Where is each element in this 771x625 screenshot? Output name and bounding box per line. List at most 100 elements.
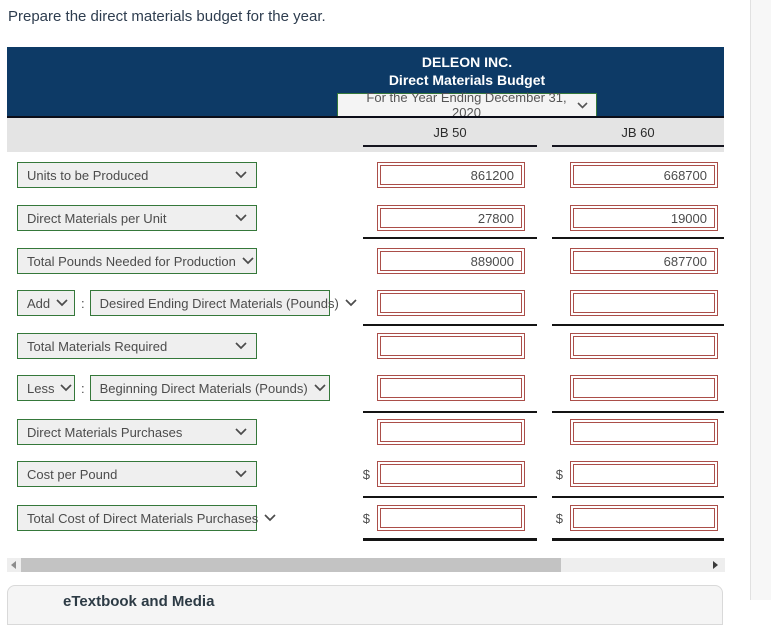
answer-box [377,419,525,445]
scroll-right-arrow-icon[interactable] [713,561,718,569]
table-row: Less : Beginning Direct Materials (Pound… [17,375,330,401]
table-row: Cost per Pound [17,461,257,487]
row-label-select-dm-per-unit[interactable]: Direct Materials per Unit [17,205,257,231]
amount-input[interactable] [380,336,522,356]
amount-input[interactable] [380,208,522,228]
currency-symbol: $ [555,510,563,526]
company-name: DELEON INC. [421,54,513,70]
value-cell [552,419,724,445]
value-cell: $ [552,461,724,487]
value-cell [552,162,724,188]
answer-box [570,205,718,231]
instruction-text: Prepare the direct materials budget for … [8,8,326,25]
row-label-select-units-produced[interactable]: Units to be Produced [17,162,257,188]
scroll-left-arrow-icon[interactable] [11,561,16,569]
amount-input[interactable] [573,508,715,528]
amount-input[interactable] [573,336,715,356]
chevron-down-icon [264,514,276,522]
chevron-down-icon [56,299,68,307]
amount-input[interactable] [573,208,715,228]
value-cell: $ [363,505,537,531]
amount-input[interactable] [380,422,522,442]
value-cell: $ [363,461,537,487]
chevron-down-icon [345,299,357,307]
table-row: Total Cost of Direct Materials Purchases [17,505,276,531]
subtotal-rule [552,411,724,413]
answer-box [570,162,718,188]
currency-symbol: $ [362,466,370,482]
value-cell [552,375,724,401]
table-row: Total Materials Required [17,333,257,359]
answer-box [377,333,525,359]
etextbook-panel: eTextbook and Media [7,585,723,625]
answer-box [377,248,525,274]
period-select[interactable]: For the Year Ending December 31, 2020 [337,90,597,118]
table-row: Direct Materials per Unit [17,205,257,231]
amount-input[interactable] [573,378,715,398]
answer-box [377,505,525,531]
period-select-value: For the Year Ending December 31, 2020 [366,90,567,118]
amount-input[interactable] [573,165,715,185]
total-rule [363,538,537,541]
row-prefix-select-add[interactable]: Add [17,290,75,316]
subtotal-rule [363,411,537,413]
amount-input[interactable] [573,422,715,442]
amount-input[interactable] [380,165,522,185]
amount-input[interactable] [380,378,522,398]
subtotal-rule [552,324,724,326]
row-label-select-total-materials-required[interactable]: Total Materials Required [17,333,257,359]
row-label-select-desired-ending-dm[interactable]: Desired Ending Direct Materials (Pounds) [89,290,357,316]
amount-input[interactable] [380,293,522,313]
chevron-down-icon [314,384,326,392]
chevron-down-icon [235,470,247,478]
value-cell [363,205,537,231]
answer-box [570,505,718,531]
row-label-select-dm-purchases[interactable]: Direct Materials Purchases [17,419,257,445]
value-cell: $ [552,505,724,531]
answer-box [377,205,525,231]
amount-input[interactable] [573,293,715,313]
chevron-down-icon [577,101,588,109]
subtotal-rule [552,496,724,498]
subtotal-rule [363,496,537,498]
chevron-down-icon [235,428,247,436]
answer-box [377,290,525,316]
etextbook-link[interactable]: eTextbook and Media [63,593,215,610]
answer-box [570,419,718,445]
column-rule [552,145,724,147]
answer-box [570,290,718,316]
row-prefix-select-less[interactable]: Less [17,375,75,401]
value-cell [363,248,537,274]
total-rule [552,538,724,541]
row-label-select-beginning-dm[interactable]: Beginning Direct Materials (Pounds) [89,375,330,401]
value-cell [552,248,724,274]
vertical-scroll-gutter[interactable] [750,0,771,600]
column-rule [363,145,537,147]
value-cell [363,333,537,359]
value-cell [363,162,537,188]
table-row: Direct Materials Purchases [17,419,257,445]
answer-box [570,461,718,487]
value-cell [552,290,724,316]
amount-input[interactable] [380,251,522,271]
subtotal-rule [363,237,537,239]
chevron-down-icon [235,342,247,350]
amount-input[interactable] [380,508,522,528]
amount-input[interactable] [380,464,522,484]
amount-input[interactable] [573,464,715,484]
amount-input[interactable] [573,251,715,271]
answer-box [570,248,718,274]
answer-box [377,461,525,487]
column-header-jb60: JB 60 [621,125,655,140]
table-row: Total Pounds Needed for Production [17,248,257,274]
chevron-down-icon [235,171,247,179]
row-label-select-total-cost-dm-purchases[interactable]: Total Cost of Direct Materials Purchases [17,505,276,531]
value-cell [552,205,724,231]
horizontal-scrollbar[interactable] [7,558,725,572]
value-cell [363,419,537,445]
table-row: Units to be Produced [17,162,257,188]
row-label-select-total-pounds[interactable]: Total Pounds Needed for Production [17,248,257,274]
row-label-select-cost-per-pound[interactable]: Cost per Pound [17,461,257,487]
horizontal-scrollbar-thumb[interactable] [21,558,561,572]
chevron-down-icon [235,214,247,222]
